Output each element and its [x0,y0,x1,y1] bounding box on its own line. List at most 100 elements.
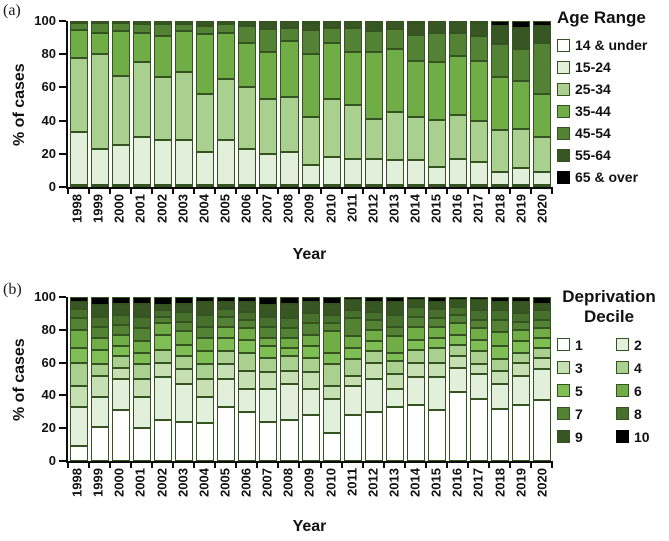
segment-a-2000-45-54 [112,23,131,32]
segment-a-1999-14 & under [91,185,110,187]
segment-b-2018-6 [490,331,509,347]
x-tick-label-b-1998: 1998 [69,468,85,497]
y-tick-label-b-100: 100 [34,289,56,304]
segment-a-2013-45-54 [385,29,404,50]
segment-b-2014-6 [406,326,425,340]
segment-a-1998-45-54 [70,23,89,30]
bar-a-2019 [511,20,531,187]
segment-b-2002-7 [154,316,173,324]
segment-b-2017-1 [469,398,488,461]
x-tick-label-b-2005: 2005 [217,468,233,497]
segment-b-1999-1 [91,426,110,461]
segment-a-2000-35-44 [112,31,131,76]
segment-a-2020-65 & over [533,20,552,26]
x-tick-label-b-2008: 2008 [280,468,296,497]
segment-b-2008-3 [280,370,299,384]
segment-a-2011-15-24 [343,158,362,185]
segment-a-2014-35-44 [406,61,425,118]
legend-entry-b-10: 10 [616,425,669,448]
segment-a-2016-55-64 [448,21,467,33]
legend-label-a-55-64: 55-64 [575,147,611,163]
x-tick-label-a-2007: 2007 [259,194,275,223]
segment-b-2013-5 [385,352,404,361]
segment-b-2015-10 [427,297,446,303]
segment-a-2010-14 & under [322,185,341,187]
segment-b-2010-2 [322,398,341,434]
segment-b-2007-9 [259,305,278,317]
segment-b-2008-2 [280,383,299,420]
segment-b-2020-1 [533,400,552,461]
segment-b-2002-1 [154,420,173,461]
segment-a-1999-45-54 [91,22,110,33]
segment-a-2020-45-54 [533,42,552,94]
segment-b-2009-1 [301,415,320,461]
segment-b-2010-5 [322,352,341,365]
y-tick-mark-b-0 [59,460,66,462]
segment-b-2011-2 [343,385,362,416]
segment-b-2000-3 [112,367,131,380]
segment-b-2010-9 [322,303,341,316]
x-tick-mark-a-0 [67,188,69,194]
segment-b-2001-8 [133,316,152,329]
legend-swatch-b-6 [616,384,629,398]
x-tick-label-a-2002: 2002 [154,194,170,223]
legend-swatch-a-14 & under [557,38,570,52]
segment-b-2019-2 [511,375,531,406]
segment-b-1999-7 [91,326,110,339]
segment-b-2004-2 [196,397,215,424]
segment-b-2001-9 [133,303,152,317]
segment-b-2007-2 [259,388,278,422]
x-tick-label-b-2011: 2011 [344,468,360,497]
segment-a-1999-25-34 [91,54,110,149]
x-tick-label-a-2012: 2012 [365,194,381,223]
segment-a-2006-14 & under [238,185,257,187]
x-tick-mark-a-11 [298,188,301,194]
legend-swatch-b-7 [557,407,570,421]
segment-b-2007-10 [259,297,278,306]
bar-a-2011 [343,21,362,187]
x-tick-label-a-1999: 1999 [90,194,106,223]
legend-label-b-3: 3 [575,359,583,376]
segment-b-2006-7 [238,320,257,329]
segment-a-2010-25-34 [322,98,341,157]
segment-a-1999-35-44 [91,32,110,55]
segment-a-1999-15-24 [91,148,110,185]
segment-b-2010-4 [322,364,341,386]
segment-a-2017-65 & over [469,21,488,24]
legend-label-a-35-44: 35-44 [575,103,611,119]
plot-area-deprivation-decile [66,297,553,463]
segment-a-2013-35-44 [385,49,404,113]
segment-b-2015-4 [427,347,446,363]
x-tick-label-b-2000: 2000 [111,468,127,497]
segment-b-2008-5 [280,347,299,357]
legend-swatch-b-10 [616,430,629,444]
segment-b-2016-9 [448,300,467,307]
x-tick-mark-b-21 [508,462,511,468]
segment-b-2005-4 [217,351,236,365]
segment-a-2001-25-34 [133,62,152,137]
segment-b-2000-1 [112,410,131,461]
bar-b-2003 [175,297,194,461]
segment-b-2004-1 [196,423,215,461]
segment-a-2014-55-64 [406,23,425,35]
legend-label-b-10: 10 [634,428,650,445]
bar-b-2010 [322,297,341,461]
segment-a-2001-15-24 [133,136,152,185]
segment-b-2004-4 [196,364,215,380]
segment-b-1998-10 [70,297,89,302]
segment-a-2008-14 & under [280,185,299,187]
legend-label-a-65 & over: 65 & over [575,169,639,185]
segment-b-2012-5 [364,341,383,352]
segment-a-2009-45-54 [301,29,320,55]
segment-a-2017-25-34 [469,120,488,162]
segment-b-2014-1 [406,405,425,461]
x-tick-mark-a-6 [193,188,196,194]
segment-a-2015-55-64 [427,20,446,33]
legend-label-a-15-24: 15-24 [575,59,611,75]
segment-a-2013-14 & under [385,185,404,187]
segment-a-2006-25-34 [238,87,257,149]
segment-b-2006-10 [238,297,257,303]
segment-b-2007-6 [259,338,278,347]
x-tick-label-b-2003: 2003 [175,468,191,497]
x-tick-mark-b-1 [88,462,91,468]
